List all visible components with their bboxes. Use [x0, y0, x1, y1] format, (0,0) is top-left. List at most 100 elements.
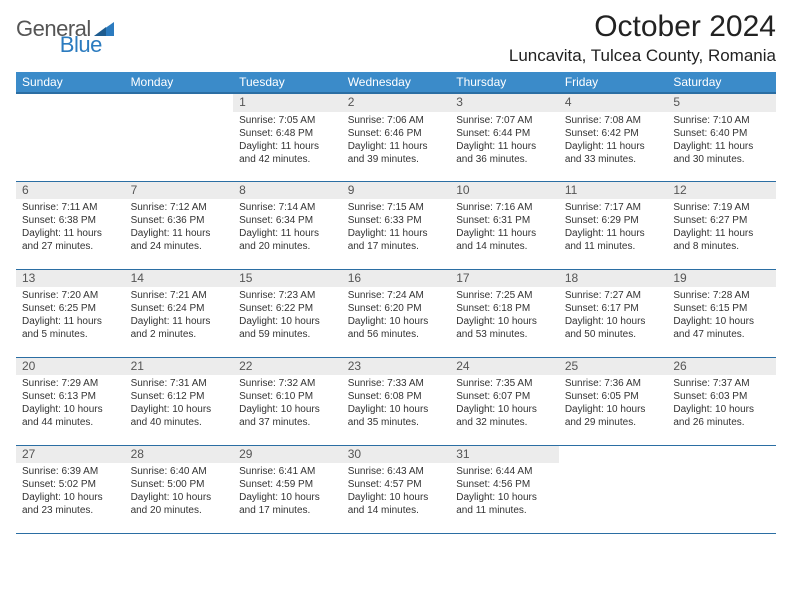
day-number: 18 [559, 270, 668, 288]
header: General Blue October 2024 Luncavita, Tul… [16, 10, 776, 66]
day-number: 15 [233, 270, 342, 288]
calendar-day-cell: 13Sunrise: 7:20 AMSunset: 6:25 PMDayligh… [16, 269, 125, 357]
day-info: Sunrise: 7:08 AMSunset: 6:42 PMDaylight:… [565, 114, 662, 166]
day-info-line: Daylight: 11 hours and 24 minutes. [131, 227, 228, 253]
day-number: 7 [125, 182, 234, 200]
day-info-line: Daylight: 11 hours and 14 minutes. [456, 227, 553, 253]
day-info-line: Sunrise: 7:29 AM [22, 377, 119, 390]
day-info-line: Sunset: 4:59 PM [239, 478, 336, 491]
day-info-line: Sunrise: 6:43 AM [348, 465, 445, 478]
day-number: 9 [342, 182, 451, 200]
day-info-line: Sunset: 6:25 PM [22, 302, 119, 315]
day-info-line: Sunrise: 7:17 AM [565, 201, 662, 214]
day-info-line: Sunrise: 7:12 AM [131, 201, 228, 214]
day-info-line: Sunrise: 7:08 AM [565, 114, 662, 127]
day-number: 4 [559, 94, 668, 112]
day-info-line: Sunset: 6:05 PM [565, 390, 662, 403]
day-info-line: Sunset: 6:20 PM [348, 302, 445, 315]
calendar-day-cell: 17Sunrise: 7:25 AMSunset: 6:18 PMDayligh… [450, 269, 559, 357]
day-info-line: Sunset: 6:13 PM [22, 390, 119, 403]
day-info-line: Sunrise: 7:21 AM [131, 289, 228, 302]
weekday-header: Thursday [450, 72, 559, 93]
calendar-day-cell: 7Sunrise: 7:12 AMSunset: 6:36 PMDaylight… [125, 181, 234, 269]
calendar-day-cell: 8Sunrise: 7:14 AMSunset: 6:34 PMDaylight… [233, 181, 342, 269]
day-number: 3 [450, 94, 559, 112]
day-info-line: Daylight: 11 hours and 2 minutes. [131, 315, 228, 341]
calendar-week-row: 20Sunrise: 7:29 AMSunset: 6:13 PMDayligh… [16, 357, 776, 445]
day-number: 28 [125, 446, 234, 464]
day-info-line: Sunrise: 7:14 AM [239, 201, 336, 214]
day-info: Sunrise: 7:17 AMSunset: 6:29 PMDaylight:… [565, 201, 662, 253]
calendar-day-cell: 1Sunrise: 7:05 AMSunset: 6:48 PMDaylight… [233, 93, 342, 181]
day-info-line: Sunset: 6:42 PM [565, 127, 662, 140]
day-info-line: Sunset: 4:56 PM [456, 478, 553, 491]
weekday-header: Friday [559, 72, 668, 93]
day-number: 2 [342, 94, 451, 112]
brand-logo: General Blue [16, 16, 140, 42]
calendar-header-row: Sunday Monday Tuesday Wednesday Thursday… [16, 72, 776, 93]
day-number: 10 [450, 182, 559, 200]
day-info-line: Sunset: 6:24 PM [131, 302, 228, 315]
day-info-line: Sunrise: 7:35 AM [456, 377, 553, 390]
day-info-line: Sunset: 6:18 PM [456, 302, 553, 315]
day-number: 31 [450, 446, 559, 464]
day-info: Sunrise: 7:10 AMSunset: 6:40 PMDaylight:… [673, 114, 770, 166]
calendar-day-cell: 6Sunrise: 7:11 AMSunset: 6:38 PMDaylight… [16, 181, 125, 269]
calendar-day-cell: 20Sunrise: 7:29 AMSunset: 6:13 PMDayligh… [16, 357, 125, 445]
day-info: Sunrise: 7:16 AMSunset: 6:31 PMDaylight:… [456, 201, 553, 253]
day-info-line: Sunrise: 7:06 AM [348, 114, 445, 127]
day-info-line: Daylight: 10 hours and 11 minutes. [456, 491, 553, 517]
day-info-line: Sunset: 6:33 PM [348, 214, 445, 227]
month-title: October 2024 [509, 10, 776, 44]
day-number: 23 [342, 358, 451, 376]
day-info: Sunrise: 6:39 AMSunset: 5:02 PMDaylight:… [22, 465, 119, 517]
calendar-day-cell: 2 Sunrise: 7:06 AMSunset: 6:46 PMDaylight… [342, 93, 451, 181]
day-info-line: Sunset: 6:31 PM [456, 214, 553, 227]
calendar-day-cell: 14Sunrise: 7:21 AMSunset: 6:24 PMDayligh… [125, 269, 234, 357]
day-number: 5 [667, 94, 776, 112]
day-info-line: Sunset: 6:17 PM [565, 302, 662, 315]
day-number: 16 [342, 270, 451, 288]
day-info-line: Daylight: 11 hours and 42 minutes. [239, 140, 336, 166]
day-info-line: Daylight: 10 hours and 59 minutes. [239, 315, 336, 341]
day-info-line: Sunset: 5:02 PM [22, 478, 119, 491]
day-info-line: Daylight: 10 hours and 40 minutes. [131, 403, 228, 429]
day-info-line: Daylight: 11 hours and 30 minutes. [673, 140, 770, 166]
day-info-line: Sunrise: 6:44 AM [456, 465, 553, 478]
calendar-day-cell: 19Sunrise: 7:28 AMSunset: 6:15 PMDayligh… [667, 269, 776, 357]
day-info-line: Daylight: 10 hours and 14 minutes. [348, 491, 445, 517]
day-number: 27 [16, 446, 125, 464]
day-info-line: Sunrise: 7:16 AM [456, 201, 553, 214]
day-info-line: Daylight: 10 hours and 56 minutes. [348, 315, 445, 341]
day-info-line: Daylight: 10 hours and 23 minutes. [22, 491, 119, 517]
calendar-day-cell: 21Sunrise: 7:31 AMSunset: 6:12 PMDayligh… [125, 357, 234, 445]
calendar-day-cell [667, 445, 776, 533]
day-info: Sunrise: 6:44 AMSunset: 4:56 PMDaylight:… [456, 465, 553, 517]
day-info-line: Daylight: 11 hours and 20 minutes. [239, 227, 336, 253]
calendar-day-cell: 22Sunrise: 7:32 AMSunset: 6:10 PMDayligh… [233, 357, 342, 445]
day-info: Sunrise: 7:06 AMSunset: 6:46 PMDaylight:… [348, 114, 445, 166]
day-info-line: Sunrise: 7:10 AM [673, 114, 770, 127]
day-info-line: Daylight: 11 hours and 8 minutes. [673, 227, 770, 253]
day-info-line: Daylight: 10 hours and 32 minutes. [456, 403, 553, 429]
day-number: 13 [16, 270, 125, 288]
calendar-day-cell: 31Sunrise: 6:44 AMSunset: 4:56 PMDayligh… [450, 445, 559, 533]
weekday-header: Saturday [667, 72, 776, 93]
day-info-line: Sunrise: 7:19 AM [673, 201, 770, 214]
calendar-day-cell: 4 Sunrise: 7:08 AMSunset: 6:42 PMDaylight… [559, 93, 668, 181]
calendar-day-cell: 10Sunrise: 7:16 AMSunset: 6:31 PMDayligh… [450, 181, 559, 269]
calendar-day-cell: 24Sunrise: 7:35 AMSunset: 6:07 PMDayligh… [450, 357, 559, 445]
weekday-header: Tuesday [233, 72, 342, 93]
day-info-line: Sunrise: 7:20 AM [22, 289, 119, 302]
day-info-line: Sunrise: 7:28 AM [673, 289, 770, 302]
day-info-line: Daylight: 11 hours and 17 minutes. [348, 227, 445, 253]
day-number: 1 [233, 94, 342, 112]
day-info-line: Sunrise: 7:27 AM [565, 289, 662, 302]
calendar-day-cell: 9Sunrise: 7:15 AMSunset: 6:33 PMDaylight… [342, 181, 451, 269]
calendar-week-row: 6Sunrise: 7:11 AMSunset: 6:38 PMDaylight… [16, 181, 776, 269]
day-info-line: Sunrise: 7:23 AM [239, 289, 336, 302]
day-info-line: Sunset: 6:27 PM [673, 214, 770, 227]
day-number: 8 [233, 182, 342, 200]
day-info: Sunrise: 7:33 AMSunset: 6:08 PMDaylight:… [348, 377, 445, 429]
day-info-line: Sunrise: 6:40 AM [131, 465, 228, 478]
